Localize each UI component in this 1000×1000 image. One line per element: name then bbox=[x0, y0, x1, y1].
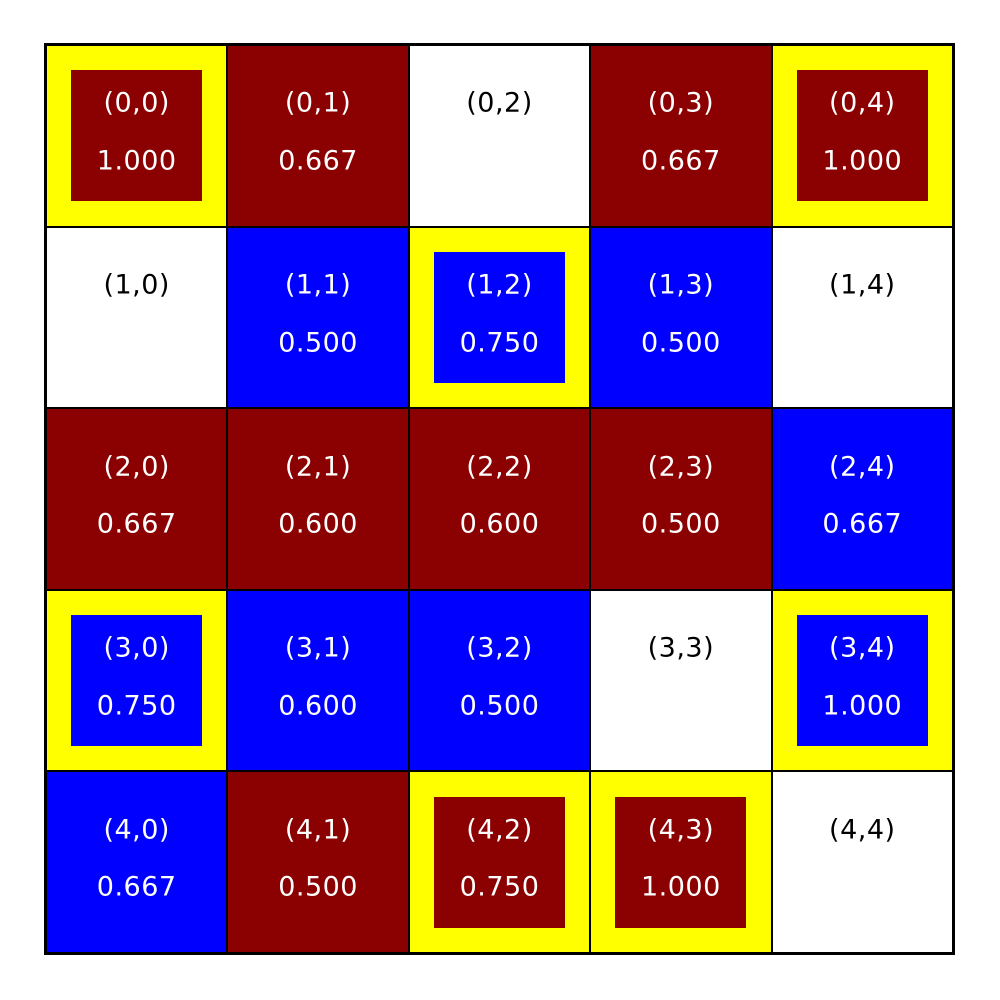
cell-value: 0.750 bbox=[459, 871, 540, 903]
cell-coordinate-label: (1,1) bbox=[284, 269, 352, 301]
cell-value: 0.500 bbox=[640, 508, 721, 540]
grid-cell-1-0: (1,0) bbox=[46, 226, 228, 409]
cell-coordinate-label: (0,3) bbox=[647, 87, 715, 119]
highlight-inner-square bbox=[796, 70, 928, 202]
cell-coordinate-label: (0,1) bbox=[284, 87, 352, 119]
cell-coordinate-label: (1,3) bbox=[647, 269, 715, 301]
cell-value: 0.667 bbox=[640, 145, 721, 177]
cell-value: 0.500 bbox=[459, 690, 540, 722]
cell-coordinate-label: (4,0) bbox=[103, 814, 170, 846]
cell-coordinate-label: (1,0) bbox=[103, 269, 170, 301]
cell-coordinate-label: (3,4) bbox=[829, 632, 896, 664]
grid-cell-2-0: (2,0) 0.667 bbox=[46, 408, 228, 590]
cell-coordinate-label: (4,3) bbox=[647, 814, 715, 846]
cell-coordinate-label: (3,3) bbox=[647, 632, 715, 664]
grid-cell-4-4: (4,4) bbox=[771, 771, 953, 953]
highlight-inner-square bbox=[615, 796, 747, 928]
matrix-figure: (0,0) 1.000 (0,1) 0.667 (0,2) (0,3) 0.667 (0,4)… bbox=[44, 43, 955, 955]
cell-coordinate-label: (3,1) bbox=[284, 632, 352, 664]
grid-cell-3-0: (3,0) 0.750 bbox=[46, 589, 228, 772]
cell-coordinate-label: (1,4) bbox=[829, 269, 896, 301]
cell-coordinate-label: (4,2) bbox=[466, 814, 533, 846]
cell-value: 0.600 bbox=[278, 508, 358, 540]
cell-coordinate-label: (3,2) bbox=[466, 632, 533, 664]
cell-coordinate-label: (4,4) bbox=[829, 814, 896, 846]
highlight-inner-square bbox=[71, 70, 203, 202]
cell-value: 1.000 bbox=[640, 871, 721, 903]
grid-cell-4-2: (4,2) 0.750 bbox=[408, 771, 591, 953]
cell-value: 0.500 bbox=[278, 327, 358, 359]
grid-cell-4-0: (4,0) 0.667 bbox=[46, 771, 228, 953]
cell-coordinate-label: (2,3) bbox=[647, 451, 715, 483]
cell-value: 0.667 bbox=[822, 508, 903, 540]
cell-value: 0.750 bbox=[96, 690, 177, 722]
grid-cell-4-1: (4,1) 0.500 bbox=[227, 771, 409, 953]
cell-value: 1.000 bbox=[822, 690, 903, 722]
grid-cell-4-3: (4,3) 1.000 bbox=[590, 771, 772, 953]
cell-coordinate-label: (0,4) bbox=[829, 87, 896, 119]
grid-cell-3-2: (3,2) 0.500 bbox=[408, 589, 591, 772]
cell-value: 0.500 bbox=[640, 327, 721, 359]
cell-coordinate-label: (3,0) bbox=[103, 632, 170, 664]
grid-cell-3-3: (3,3) bbox=[590, 589, 772, 772]
grid-cell-0-0: (0,0) 1.000 bbox=[46, 45, 228, 227]
grid-cell-3-4: (3,4) 1.000 bbox=[771, 589, 953, 772]
cell-value: 0.667 bbox=[96, 508, 177, 540]
grid-cell-0-4: (0,4) 1.000 bbox=[771, 45, 953, 227]
cell-value: 0.667 bbox=[96, 871, 177, 903]
grid-cell-2-2: (2,2) 0.600 bbox=[408, 408, 591, 590]
cell-value: 1.000 bbox=[822, 145, 903, 177]
grid-cell-0-3: (0,3) 0.667 bbox=[590, 45, 772, 227]
grid-cell-0-2: (0,2) bbox=[408, 45, 591, 227]
highlight-inner-square bbox=[434, 251, 565, 383]
matrix-grid: (0,0) 1.000 (0,1) 0.667 (0,2) (0,3) 0.667 (0,4)… bbox=[44, 43, 955, 955]
cell-coordinate-label: (2,1) bbox=[284, 451, 352, 483]
cell-coordinate-label: (1,2) bbox=[466, 269, 533, 301]
cell-coordinate-label: (2,2) bbox=[466, 451, 533, 483]
cell-coordinate-label: (0,0) bbox=[103, 87, 170, 119]
cell-value: 0.600 bbox=[278, 690, 358, 722]
grid-cell-2-1: (2,1) 0.600 bbox=[227, 408, 409, 590]
highlight-inner-square bbox=[71, 615, 203, 747]
cell-coordinate-label: (2,4) bbox=[829, 451, 896, 483]
grid-cell-3-1: (3,1) 0.600 bbox=[227, 589, 409, 772]
grid-cell-1-3: (1,3) 0.500 bbox=[590, 226, 772, 409]
highlight-inner-square bbox=[796, 615, 928, 747]
grid-cell-1-2: (1,2) 0.750 bbox=[408, 226, 591, 409]
cell-value: 0.500 bbox=[278, 871, 358, 903]
grid-cell-1-1: (1,1) 0.500 bbox=[227, 226, 409, 409]
cell-coordinate-label: (0,2) bbox=[466, 87, 533, 119]
cell-value: 0.600 bbox=[459, 508, 540, 540]
grid-cell-1-4: (1,4) bbox=[771, 226, 953, 409]
cell-value: 0.667 bbox=[278, 145, 358, 177]
highlight-inner-square bbox=[434, 796, 565, 928]
cell-coordinate-label: (2,0) bbox=[103, 451, 170, 483]
cell-coordinate-label: (4,1) bbox=[284, 814, 352, 846]
grid-cell-0-1: (0,1) 0.667 bbox=[227, 45, 409, 227]
grid-cell-2-4: (2,4) 0.667 bbox=[771, 408, 953, 590]
cell-value: 0.750 bbox=[459, 327, 540, 359]
cell-value: 1.000 bbox=[96, 145, 177, 177]
grid-cell-2-3: (2,3) 0.500 bbox=[590, 408, 772, 590]
